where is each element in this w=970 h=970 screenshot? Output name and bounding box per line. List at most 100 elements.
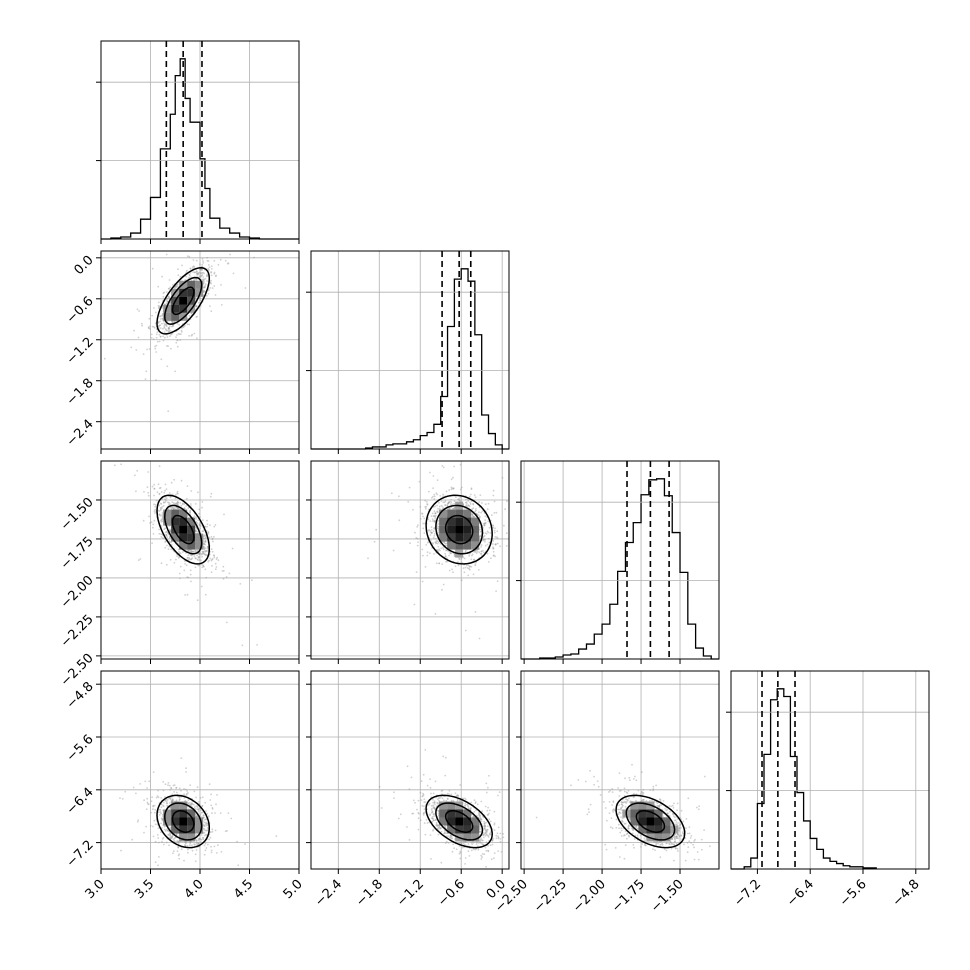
- sample-point: [453, 465, 455, 468]
- sample-point: [226, 262, 229, 265]
- sample-point: [119, 797, 121, 799]
- sample-point: [210, 279, 212, 282]
- sample-point: [426, 541, 429, 544]
- sample-point: [200, 278, 203, 281]
- sample-point: [196, 554, 198, 557]
- sample-point: [206, 274, 208, 277]
- sample-point: [165, 253, 168, 256]
- sample-point: [148, 317, 151, 320]
- sample-point: [176, 503, 179, 506]
- sample-point: [200, 272, 202, 275]
- sample-point: [151, 314, 154, 317]
- sample-point: [211, 558, 214, 560]
- sample-point: [201, 265, 204, 268]
- sample-point: [155, 351, 158, 353]
- sample-point: [469, 501, 471, 504]
- sample-point: [211, 812, 213, 815]
- sample-point: [197, 301, 200, 304]
- sample-point: [189, 272, 192, 274]
- scatter-panel-2-0: [96, 460, 300, 664]
- sample-point: [199, 299, 202, 302]
- scatter-panel-1-0: [96, 250, 300, 454]
- sample-point: [479, 494, 482, 496]
- sample-point: [176, 284, 179, 286]
- sample-point: [173, 561, 176, 564]
- sample-point: [433, 510, 436, 513]
- sample-point: [137, 336, 140, 339]
- sample-point: [483, 524, 486, 527]
- sample-point: [499, 545, 501, 548]
- sample-point: [150, 333, 153, 336]
- sample-point: [157, 325, 160, 328]
- sample-point: [150, 811, 152, 814]
- sample-point: [179, 552, 182, 555]
- sample-point: [194, 557, 197, 560]
- sample-point: [199, 276, 202, 279]
- sample-point: [215, 803, 217, 806]
- sample-point: [194, 566, 197, 569]
- sample-point: [166, 297, 169, 300]
- sample-point: [450, 478, 453, 481]
- sample-point: [190, 312, 193, 315]
- sample-point: [159, 324, 162, 327]
- sample-point: [489, 532, 492, 534]
- sample-point: [169, 325, 171, 328]
- sample-point: [195, 278, 197, 280]
- sample-point: [442, 493, 445, 496]
- sample-point: [193, 271, 196, 274]
- sample-point: [197, 519, 200, 522]
- sample-point: [163, 331, 166, 334]
- sample-point: [209, 524, 211, 527]
- sample-point: [186, 576, 189, 578]
- sample-point: [484, 544, 487, 547]
- sample-point: [209, 281, 212, 284]
- sample-point: [175, 502, 178, 505]
- sample-point: [148, 328, 151, 330]
- sample-point: [232, 272, 235, 275]
- sample-point: [136, 308, 139, 311]
- sample-point: [194, 503, 197, 505]
- sample-point: [459, 496, 462, 499]
- sample-point: [197, 273, 200, 276]
- sample-point: [452, 571, 454, 574]
- sample-point: [475, 508, 477, 510]
- scatter-panel-3-0: [96, 670, 300, 874]
- sample-point: [153, 307, 155, 309]
- sample-point: [432, 543, 434, 545]
- sample-point: [504, 508, 506, 511]
- sample-point: [435, 562, 438, 565]
- sample-point: [195, 518, 198, 520]
- sample-point: [212, 540, 214, 543]
- sample-point: [175, 493, 177, 496]
- sample-point: [210, 804, 213, 807]
- sample-point: [206, 812, 209, 815]
- sample-point: [176, 345, 179, 348]
- sample-point: [169, 558, 172, 561]
- sample-point: [135, 490, 137, 493]
- sample-point: [188, 273, 191, 276]
- sample-point: [488, 526, 491, 529]
- sample-point: [467, 504, 470, 507]
- sample-point: [487, 520, 490, 523]
- sample-point: [138, 310, 141, 312]
- sample-point: [440, 547, 443, 550]
- sample-point: [152, 326, 155, 328]
- sample-point: [461, 486, 463, 489]
- sample-point: [196, 786, 199, 788]
- sample-point: [206, 525, 208, 528]
- sample-point: [487, 537, 490, 540]
- sample-point: [220, 284, 222, 286]
- sample-point: [480, 546, 482, 548]
- sample-point: [429, 552, 431, 555]
- sample-point: [152, 825, 154, 828]
- sample-point: [474, 551, 477, 554]
- sample-point: [161, 514, 163, 516]
- sample-point: [200, 275, 202, 277]
- sample-point: [195, 270, 198, 273]
- sample-point: [163, 324, 166, 327]
- sample-point: [161, 307, 164, 309]
- sample-point: [201, 269, 203, 271]
- sample-point: [494, 527, 496, 530]
- sample-point: [170, 541, 173, 544]
- sample-point: [182, 326, 185, 329]
